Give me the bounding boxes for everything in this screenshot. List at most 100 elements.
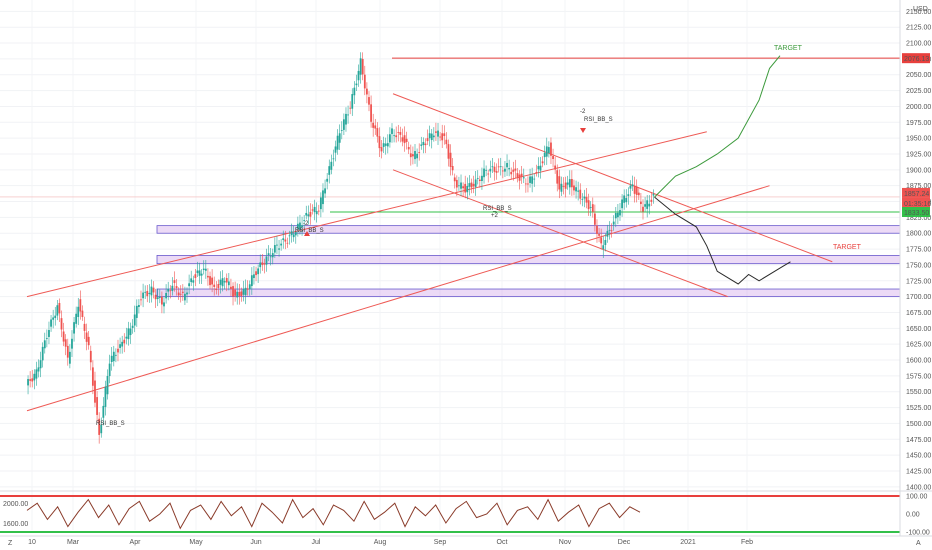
- candle-body: [110, 355, 113, 362]
- candle-body: [108, 363, 111, 377]
- candle-body: [257, 268, 260, 275]
- candle-body: [449, 152, 452, 167]
- time-tick-label: 2021: [680, 539, 696, 546]
- candle-body: [504, 168, 506, 172]
- candle-body: [202, 268, 205, 270]
- grid: [0, 0, 900, 530]
- candle-body: [403, 135, 406, 144]
- candle-body: [345, 113, 347, 125]
- candle-body: [154, 294, 157, 300]
- trend-line: [392, 169, 728, 298]
- candle-body: [418, 152, 421, 153]
- price-tick-label: 1950.00: [906, 136, 931, 143]
- candle-body: [372, 122, 375, 128]
- candle-body: [45, 338, 48, 339]
- candle-body: [123, 339, 126, 344]
- signal-label: RSI_BB_S: [584, 117, 613, 123]
- candle-body: [52, 317, 55, 320]
- candle-body: [629, 185, 632, 189]
- candle-body: [60, 318, 63, 330]
- candle-body: [560, 183, 563, 192]
- candle-body: [631, 184, 634, 187]
- candle-body: [230, 286, 232, 289]
- candle-body: [575, 187, 577, 192]
- candle-body: [568, 179, 571, 188]
- candle-body: [177, 292, 180, 296]
- candle-body: [640, 201, 642, 205]
- candle-body: [315, 211, 318, 215]
- candle-body: [62, 331, 65, 342]
- price-tick-label: 1475.00: [906, 437, 931, 444]
- candle-body: [593, 213, 596, 225]
- candle-body: [236, 291, 239, 298]
- signal-arrow-icon: [304, 231, 310, 236]
- time-tick-label: Oct: [497, 539, 508, 546]
- candle-body: [395, 135, 398, 138]
- candle-body: [269, 256, 272, 258]
- candle-body: [129, 328, 132, 336]
- candle-body: [386, 143, 389, 147]
- candle-body: [357, 70, 360, 81]
- time-tick-label: Feb: [741, 539, 753, 546]
- candle-body: [550, 142, 552, 156]
- candle-body: [648, 203, 651, 207]
- price-tick-label: 1975.00: [906, 120, 931, 127]
- candle-body: [426, 138, 429, 142]
- candle-body: [311, 209, 314, 211]
- candle-body: [370, 104, 372, 122]
- candle-body: [361, 58, 364, 75]
- candle-body: [596, 225, 598, 234]
- candle-body: [35, 369, 38, 379]
- candle-body: [271, 253, 274, 258]
- target-label: TARGET: [774, 45, 803, 52]
- signal-label: RSI_BB_S: [483, 206, 512, 212]
- price-tick-label: 1425.00: [906, 468, 931, 475]
- price-tick-label: 1450.00: [906, 453, 931, 460]
- candle-body: [608, 229, 611, 231]
- candle-body: [198, 270, 201, 276]
- candle-body: [161, 296, 163, 305]
- candle-body: [458, 185, 460, 187]
- candle-body: [474, 179, 477, 187]
- candle-body: [355, 83, 358, 86]
- candle-body: [138, 305, 140, 308]
- candle-body: [211, 277, 214, 285]
- candle-body: [146, 290, 149, 297]
- last-price-tag-bg: [902, 187, 930, 198]
- candle-body: [89, 350, 92, 363]
- candle-body: [133, 314, 136, 326]
- candle-body: [581, 198, 584, 200]
- price-tick-label: 1500.00: [906, 421, 931, 428]
- candle-body: [196, 270, 199, 274]
- signal-arrow-icon: [580, 128, 586, 133]
- candle-body: [552, 155, 554, 159]
- candle-body: [263, 263, 266, 265]
- price-tick-label: 2025.00: [906, 88, 931, 95]
- candle-body: [326, 178, 329, 182]
- price-tick-label: 1825.00: [906, 215, 931, 222]
- candle-body: [409, 153, 412, 158]
- candle-body: [604, 240, 607, 245]
- time-tick-label: 10: [28, 539, 36, 546]
- trend-line: [26, 131, 707, 298]
- candle-body: [238, 291, 241, 296]
- candle-body: [589, 207, 592, 208]
- candle-body: [158, 296, 161, 298]
- candle-body: [292, 234, 295, 238]
- candle-body: [621, 199, 623, 209]
- candle-body: [422, 141, 425, 146]
- candle-body: [91, 367, 94, 386]
- candle-body: [570, 178, 573, 188]
- candle-body: [221, 278, 224, 287]
- candle-body: [414, 151, 416, 160]
- candle-body: [171, 285, 174, 291]
- candle-body: [175, 286, 178, 289]
- candle-body: [261, 262, 264, 265]
- price-tick-label: 1550.00: [906, 389, 931, 396]
- candle-body: [447, 144, 450, 159]
- candle-body: [207, 275, 209, 278]
- candle-body: [464, 183, 467, 193]
- price-tick-label: 1800.00: [906, 231, 931, 238]
- candle-body: [499, 166, 502, 168]
